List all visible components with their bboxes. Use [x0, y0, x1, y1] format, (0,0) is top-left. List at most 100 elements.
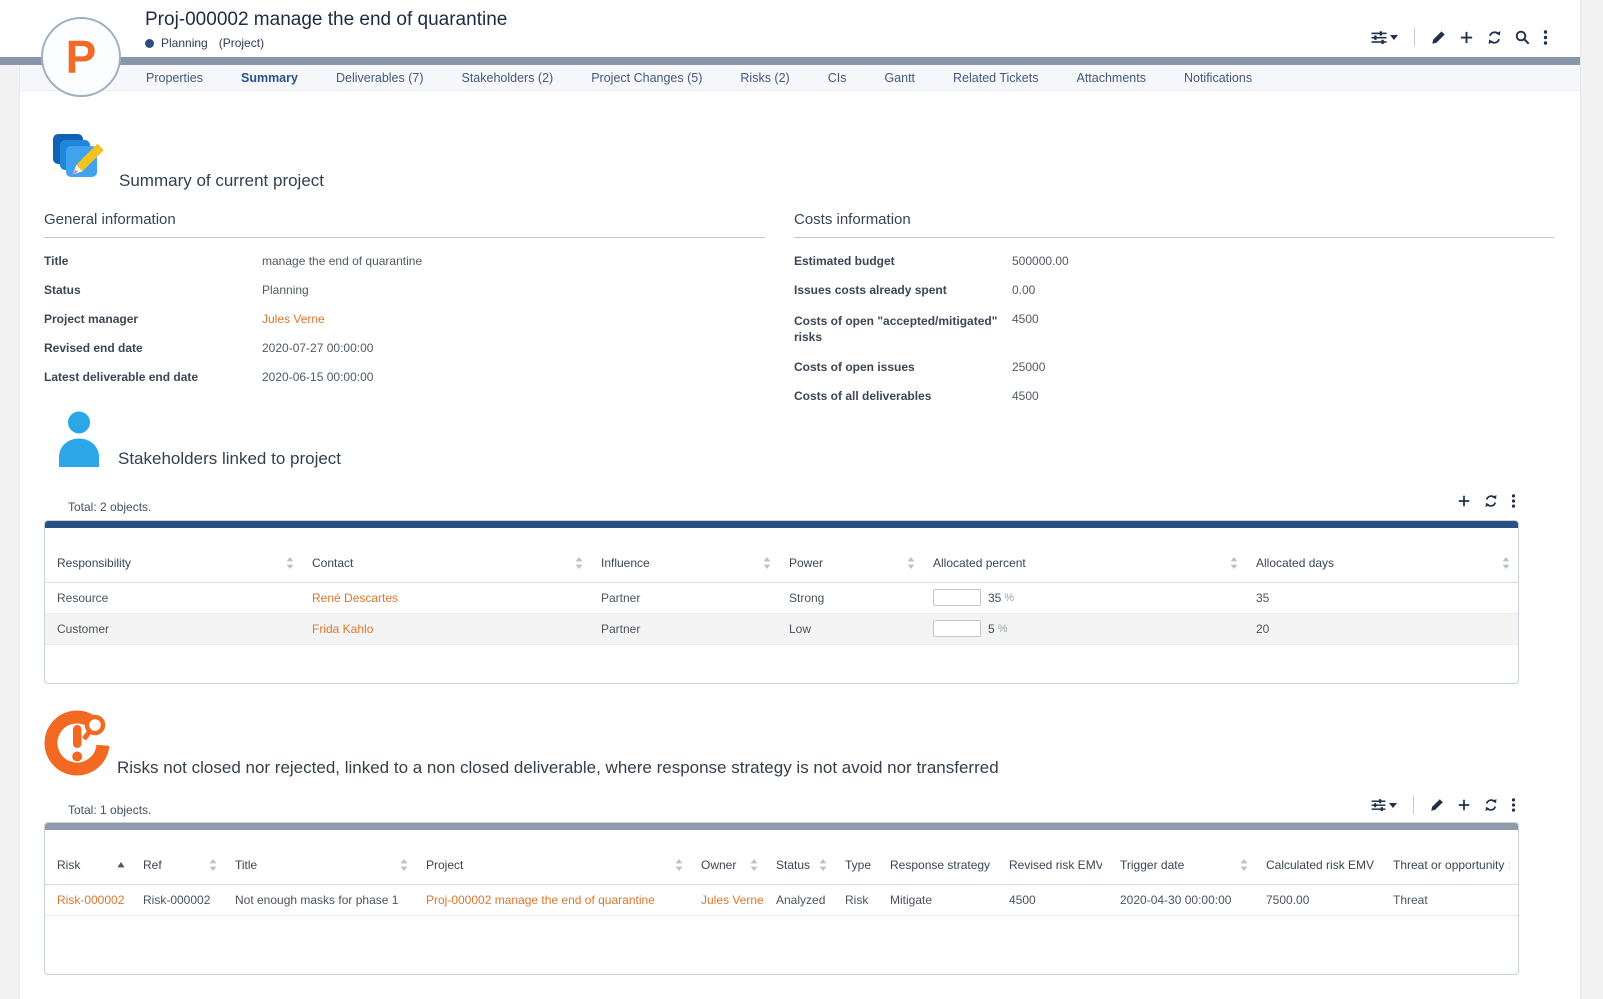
sort-both-icon [907, 556, 915, 569]
cell-responsibility: Customer [45, 613, 302, 645]
left-gutter [0, 65, 20, 999]
col-influence[interactable]: Influence [591, 528, 779, 583]
col-allocated-days[interactable]: Allocated days [1246, 528, 1518, 583]
cell-power: Low [779, 613, 923, 645]
refresh-button[interactable] [1484, 798, 1498, 812]
general-information-panel: General information Title manage the end… [44, 211, 765, 400]
edit-button[interactable] [1431, 30, 1446, 45]
col-trigger-date[interactable]: Trigger date [1110, 830, 1256, 885]
plus-icon [1458, 495, 1470, 507]
add-button[interactable] [1457, 494, 1471, 508]
field-value: Planning [262, 283, 309, 297]
table-accent-bar [45, 823, 1518, 830]
col-status[interactable]: Status [766, 830, 835, 885]
risks-section-title: Risks not closed nor rejected, linked to… [117, 758, 999, 777]
status-dot-icon [145, 38, 154, 48]
cell-ref: Risk-000002 [133, 884, 225, 916]
allocated-percent-bar: 5% [933, 620, 1238, 637]
refresh-button[interactable] [1484, 494, 1498, 508]
contact-link[interactable]: René Descartes [312, 590, 399, 605]
col-title[interactable]: Title [225, 830, 416, 885]
cell-influence: Partner [591, 582, 779, 614]
tab-gantt[interactable]: Gantt [884, 70, 916, 85]
allocated-percent-bar: 35% [933, 589, 1238, 606]
tab-risks[interactable]: Risks (2) [740, 70, 790, 85]
pencil-icon [1431, 799, 1443, 811]
table-accent-bar [45, 521, 1518, 528]
risks-section-heading: Risks not closed nor rejected, linked to… [44, 710, 999, 777]
col-power[interactable]: Power [779, 528, 923, 583]
col-project[interactable]: Project [416, 830, 691, 885]
cell-calculated-risk-emv: 7500.00 [1256, 884, 1383, 916]
refresh-icon [1485, 798, 1497, 812]
refresh-button[interactable] [1487, 30, 1502, 45]
risks-table: Risk Ref Title Project Owner Status Type… [44, 822, 1519, 975]
col-owner[interactable]: Owner [691, 830, 766, 885]
table-row[interactable]: Resource René Descartes Partner Strong 3… [45, 582, 1518, 614]
table-row[interactable]: Customer Frida Kahlo Partner Low 5% 20 [45, 613, 1518, 645]
field-label: Costs of all deliverables [794, 389, 932, 403]
field-status: Status Planning [44, 284, 765, 297]
stakeholders-toolbar [1457, 494, 1516, 508]
col-threat-or-opportunity[interactable]: Threat or opportunity [1383, 830, 1518, 885]
tab-attachments[interactable]: Attachments [1076, 70, 1146, 85]
project-link[interactable]: Proj-000002 manage the end of quarantine [426, 892, 655, 907]
search-button[interactable] [1515, 30, 1530, 45]
col-response-strategy[interactable]: Response strategy [880, 830, 999, 885]
contact-link[interactable]: Frida Kahlo [312, 621, 374, 636]
cell-power: Strong [779, 582, 923, 614]
field-label: Issues costs already spent [794, 283, 947, 297]
risk-link[interactable]: Risk-000002 [57, 892, 125, 907]
field-value: 25000 [1012, 360, 1046, 374]
kebab-icon [1511, 798, 1516, 812]
more-button[interactable] [1511, 494, 1516, 508]
col-ref[interactable]: Ref [133, 830, 225, 885]
col-responsibility[interactable]: Responsibility [45, 528, 302, 583]
col-type[interactable]: Type [835, 830, 880, 885]
tab-summary[interactable]: Summary [240, 70, 298, 85]
risks-toolbar [1371, 796, 1516, 814]
field-label: Title [44, 254, 69, 268]
table-row[interactable]: Risk-000002 Risk-000002 Not enough masks… [45, 884, 1518, 916]
cell-influence: Partner [591, 613, 779, 645]
add-button[interactable] [1459, 30, 1474, 45]
more-button[interactable] [1511, 798, 1516, 812]
edit-button[interactable] [1430, 798, 1444, 812]
col-contact[interactable]: Contact [302, 528, 591, 583]
tab-notifications[interactable]: Notifications [1183, 70, 1253, 85]
filter-dropdown-button[interactable] [1371, 799, 1397, 811]
field-label: Revised end date [44, 341, 143, 355]
app-logo-letter: P [65, 31, 97, 83]
right-gutter [1580, 0, 1603, 999]
col-calculated-risk-emv[interactable]: Calculated risk EMV [1256, 830, 1383, 885]
owner-link[interactable]: Jules Verne [701, 892, 764, 907]
main-toolbar [1371, 28, 1548, 46]
sort-both-icon [675, 858, 683, 871]
cell-responsibility: Resource [45, 582, 302, 614]
filter-dropdown-button[interactable] [1371, 30, 1398, 44]
field-title: Title manage the end of quarantine [44, 255, 765, 268]
cell-trigger-date: 2020-04-30 00:00:00 [1110, 884, 1256, 916]
field-costs-all-deliverables: Costs of all deliverables 4500 [794, 390, 1554, 403]
add-button[interactable] [1457, 798, 1471, 812]
col-revised-risk-emv[interactable]: Revised risk EMV [999, 830, 1110, 885]
field-label: Latest deliverable end date [44, 370, 199, 384]
tab-stakeholders[interactable]: Stakeholders (2) [461, 70, 554, 85]
col-risk[interactable]: Risk [45, 830, 133, 885]
project-manager-link[interactable]: Jules Verne [262, 312, 325, 326]
col-allocated-percent[interactable]: Allocated percent [923, 528, 1246, 583]
sort-both-icon [286, 556, 294, 569]
tab-cis[interactable]: CIs [827, 70, 847, 85]
field-value: 0.00 [1012, 283, 1036, 297]
tab-project-changes[interactable]: Project Changes (5) [591, 70, 703, 85]
sort-both-icon [400, 858, 408, 871]
kebab-icon [1511, 494, 1516, 508]
table-header-row: Responsibility Contact Influence Power A… [45, 528, 1518, 583]
pencil-icon [1432, 30, 1445, 44]
tab-related-tickets[interactable]: Related Tickets [953, 70, 1039, 85]
tab-deliverables[interactable]: Deliverables (7) [335, 70, 424, 85]
more-button[interactable] [1543, 29, 1548, 45]
app-logo: P [41, 17, 121, 97]
field-label: Status [44, 283, 81, 297]
tab-properties[interactable]: Properties [146, 70, 203, 85]
